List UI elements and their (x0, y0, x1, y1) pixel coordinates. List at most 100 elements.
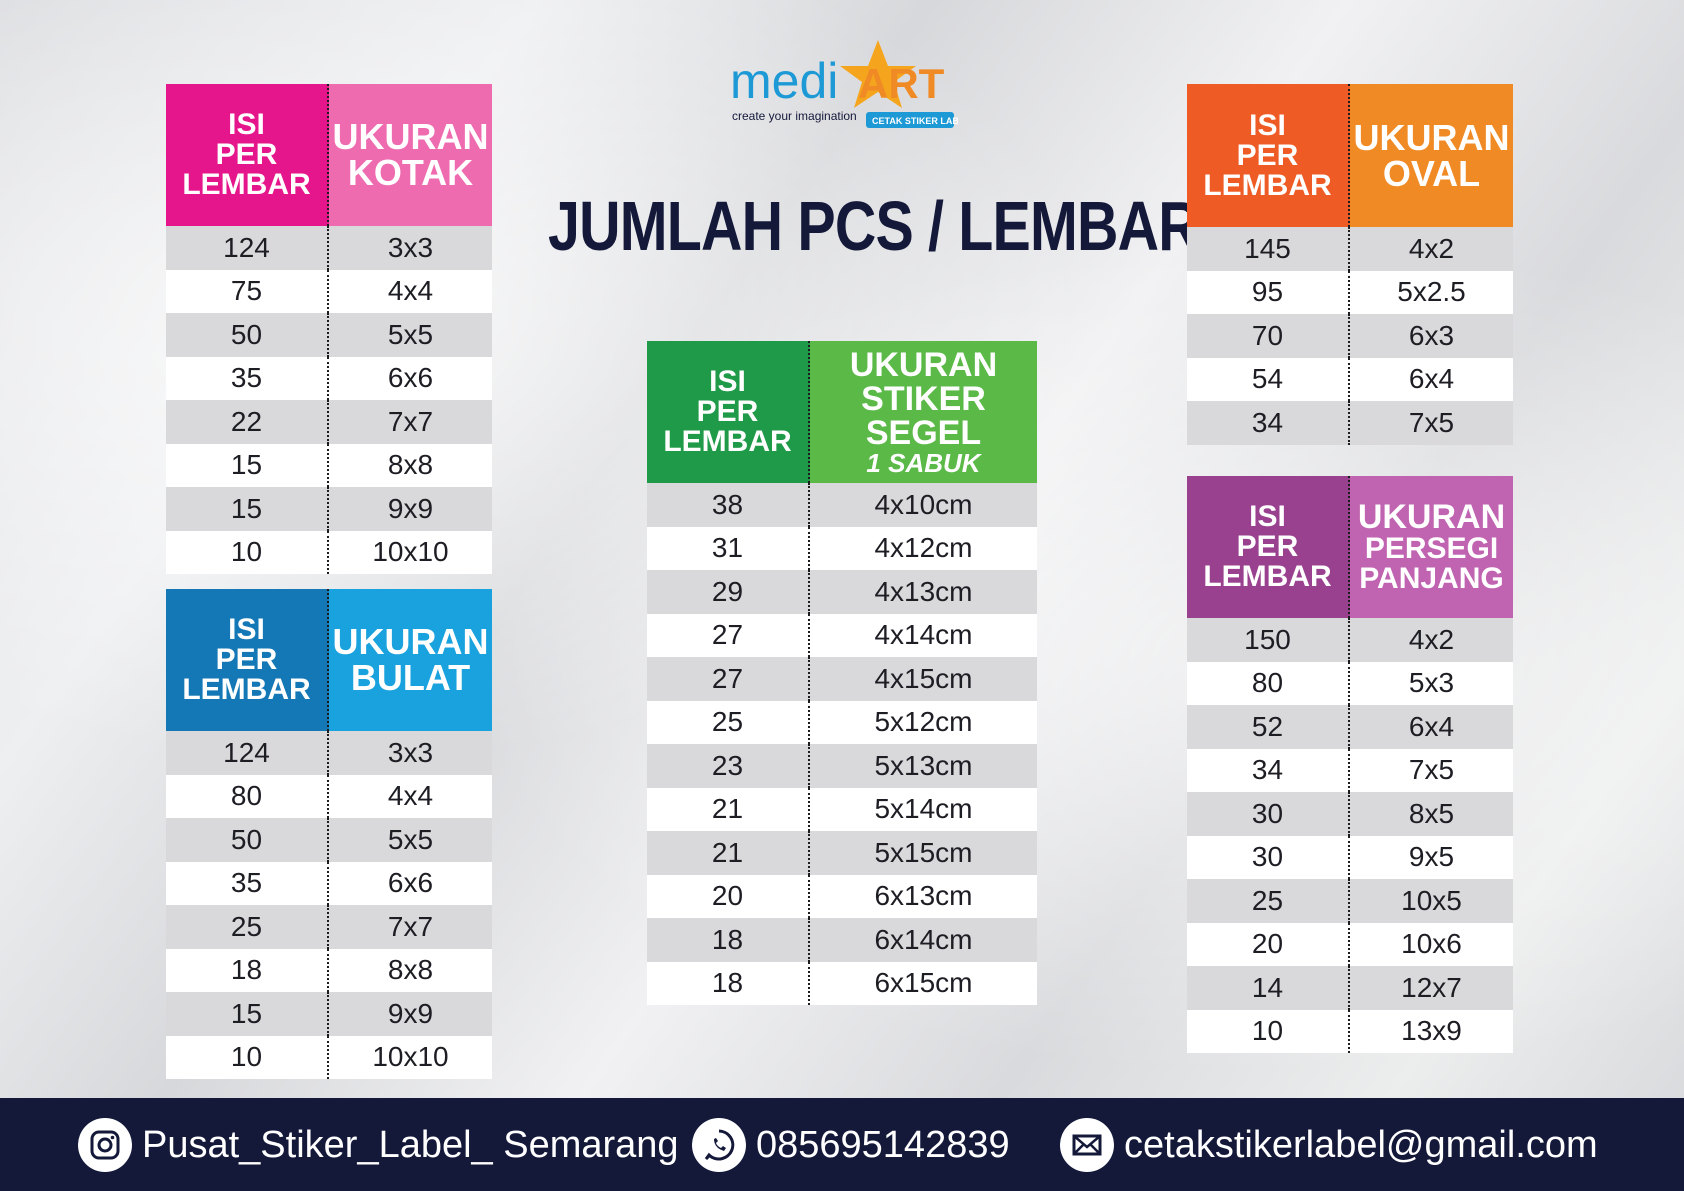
header-isi-per-lembar: ISI PER LEMBAR (647, 341, 810, 483)
ukuran-cell: 9x5 (1408, 841, 1455, 873)
table-row: 35 6x6 (166, 356, 492, 400)
isi-per-lembar-cell: 124 (166, 731, 329, 775)
isi-per-lembar-cell: 54 (1187, 357, 1350, 401)
isi-per-lembar-cell: 20 (1187, 922, 1350, 966)
table-row: 18 6x14cm (647, 918, 1037, 962)
isi-per-lembar-cell: 21 (647, 831, 810, 875)
table-row: 50 5x5 (166, 313, 492, 357)
header-ukuran-stiker-segel: UKURAN STIKER SEGEL 1 SABUK (810, 341, 1037, 483)
ukuran-cell: 5x3 (1408, 667, 1455, 699)
table-body: 38 4x10cm 31 4x12cm 29 4x13cm 27 4x14cm 27 4x15cm… (647, 483, 1037, 1005)
footer-whatsapp[interactable]: 085695142839 (692, 1118, 1010, 1172)
isi-per-lembar-cell: 15 (166, 992, 329, 1036)
table-row: 52 6x4 (1187, 705, 1513, 749)
ukuran-cell: 5x2.5 (1397, 276, 1466, 308)
ukuran-cell: 7x7 (387, 910, 434, 942)
ukuran-cell: 4x2 (1408, 623, 1455, 655)
table-row: 34 7x5 (1187, 748, 1513, 792)
instagram-handle[interactable]: Pusat_Stiker_Label_ Semarang (142, 1123, 679, 1166)
ukuran-cell: 7x5 (1408, 754, 1455, 786)
table-row: 30 8x5 (1187, 792, 1513, 836)
ukuran-cell: 7x5 (1408, 406, 1455, 438)
table-row: 10 13x9 (1187, 1009, 1513, 1053)
table-ukuran-bulat: ISI PER LEMBAR UKURAN BULAT 124 3x3 80 4x4 5… (166, 589, 492, 1079)
table-row: 124 3x3 (166, 226, 492, 270)
ukuran-cell: 3x3 (387, 736, 434, 768)
isi-per-lembar-cell: 34 (1187, 401, 1350, 445)
ukuran-cell: 4x2 (1408, 232, 1455, 264)
isi-per-lembar-cell: 31 (647, 526, 810, 570)
page-title: JUMLAH PCS / LEMBAR (548, 187, 1200, 265)
ukuran-cell: 8x8 (387, 954, 434, 986)
ukuran-cell: 3x3 (387, 231, 434, 263)
logo-brand-art: ART (858, 60, 945, 107)
table-row: 10 10x10 (166, 1035, 492, 1079)
ukuran-cell: 10x10 (372, 1041, 449, 1073)
isi-per-lembar-cell: 150 (1187, 618, 1350, 662)
isi-per-lembar-cell: 18 (166, 948, 329, 992)
isi-per-lembar-cell: 145 (1187, 227, 1350, 271)
ukuran-cell: 4x4 (387, 780, 434, 812)
table-row: 14 12x7 (1187, 966, 1513, 1010)
whatsapp-icon (692, 1118, 746, 1172)
table-row: 20 10x6 (1187, 922, 1513, 966)
isi-per-lembar-cell: 35 (166, 861, 329, 905)
isi-per-lembar-cell: 50 (166, 313, 329, 357)
table-ukuran-persegi-panjang: ISI PER LEMBAR UKURAN PERSEGI PANJANG 15… (1187, 476, 1513, 1053)
table-row: 27 4x15cm (647, 657, 1037, 701)
ukuran-cell: 10x6 (1401, 928, 1462, 960)
ukuran-cell: 13x9 (1401, 1015, 1462, 1047)
table-row: 18 6x15cm (647, 961, 1037, 1005)
ukuran-cell: 4x12cm (874, 532, 973, 564)
table-row: 22 7x7 (166, 400, 492, 444)
ukuran-cell: 5x13cm (874, 749, 973, 781)
table-row: 20 6x13cm (647, 874, 1037, 918)
email-address[interactable]: cetakstikerlabel@gmail.com (1124, 1123, 1598, 1166)
isi-per-lembar-cell: 23 (647, 744, 810, 788)
ukuran-cell: 6x4 (1408, 710, 1455, 742)
ukuran-cell: 6x15cm (874, 967, 973, 999)
table-row: 30 9x5 (1187, 835, 1513, 879)
isi-per-lembar-cell: 18 (647, 918, 810, 962)
table-row: 34 7x5 (1187, 401, 1513, 445)
header-sub-sabuk: 1 SABUK (866, 448, 981, 478)
header-ukuran-bulat: UKURAN BULAT (329, 589, 492, 731)
isi-per-lembar-cell: 15 (166, 443, 329, 487)
mediart-logo: medi ART create your imagination CETAK S… (728, 36, 971, 136)
whatsapp-number[interactable]: 085695142839 (756, 1123, 1010, 1166)
table-row: 54 6x4 (1187, 357, 1513, 401)
ukuran-cell: 10x5 (1401, 884, 1462, 916)
ukuran-cell: 4x15cm (874, 662, 973, 694)
header-ukuran-kotak: UKURAN KOTAK (329, 84, 492, 226)
isi-per-lembar-cell: 70 (1187, 314, 1350, 358)
logo-brand-medi: medi (730, 53, 838, 109)
table-row: 38 4x10cm (647, 483, 1037, 527)
ukuran-cell: 6x6 (387, 362, 434, 394)
isi-per-lembar-cell: 14 (1187, 966, 1350, 1010)
ukuran-cell: 10x10 (372, 536, 449, 568)
ukuran-cell: 6x13cm (874, 880, 973, 912)
table-row: 35 6x6 (166, 861, 492, 905)
ukuran-cell: 4x14cm (874, 619, 973, 651)
table-row: 21 5x14cm (647, 787, 1037, 831)
ukuran-cell: 9x9 (387, 492, 434, 524)
ukuran-cell: 5x12cm (874, 706, 973, 738)
footer-instagram[interactable]: Pusat_Stiker_Label_ Semarang (78, 1118, 679, 1172)
ukuran-cell: 5x15cm (874, 836, 973, 868)
footer-email[interactable]: cetakstikerlabel@gmail.com (1060, 1118, 1598, 1172)
ukuran-cell: 9x9 (387, 997, 434, 1029)
table-row: 70 6x3 (1187, 314, 1513, 358)
isi-per-lembar-cell: 52 (1187, 705, 1350, 749)
table-row: 18 8x8 (166, 948, 492, 992)
table-row: 25 7x7 (166, 905, 492, 949)
isi-per-lembar-cell: 80 (1187, 661, 1350, 705)
ukuran-cell: 7x7 (387, 405, 434, 437)
table-body: 124 3x3 75 4x4 50 5x5 35 6x6 22 7x7 15 8x8 15 9x9 10 10… (166, 226, 492, 574)
isi-per-lembar-cell: 27 (647, 613, 810, 657)
table-body: 124 3x3 80 4x4 50 5x5 35 6x6 25 7x7 18 8x8 15 9x9 10 10… (166, 731, 492, 1079)
isi-per-lembar-cell: 10 (1187, 1009, 1350, 1053)
table-row: 25 10x5 (1187, 879, 1513, 923)
header-isi-per-lembar: ISI PER LEMBAR (1187, 84, 1350, 227)
table-row: 27 4x14cm (647, 613, 1037, 657)
isi-per-lembar-cell: 18 (647, 961, 810, 1005)
